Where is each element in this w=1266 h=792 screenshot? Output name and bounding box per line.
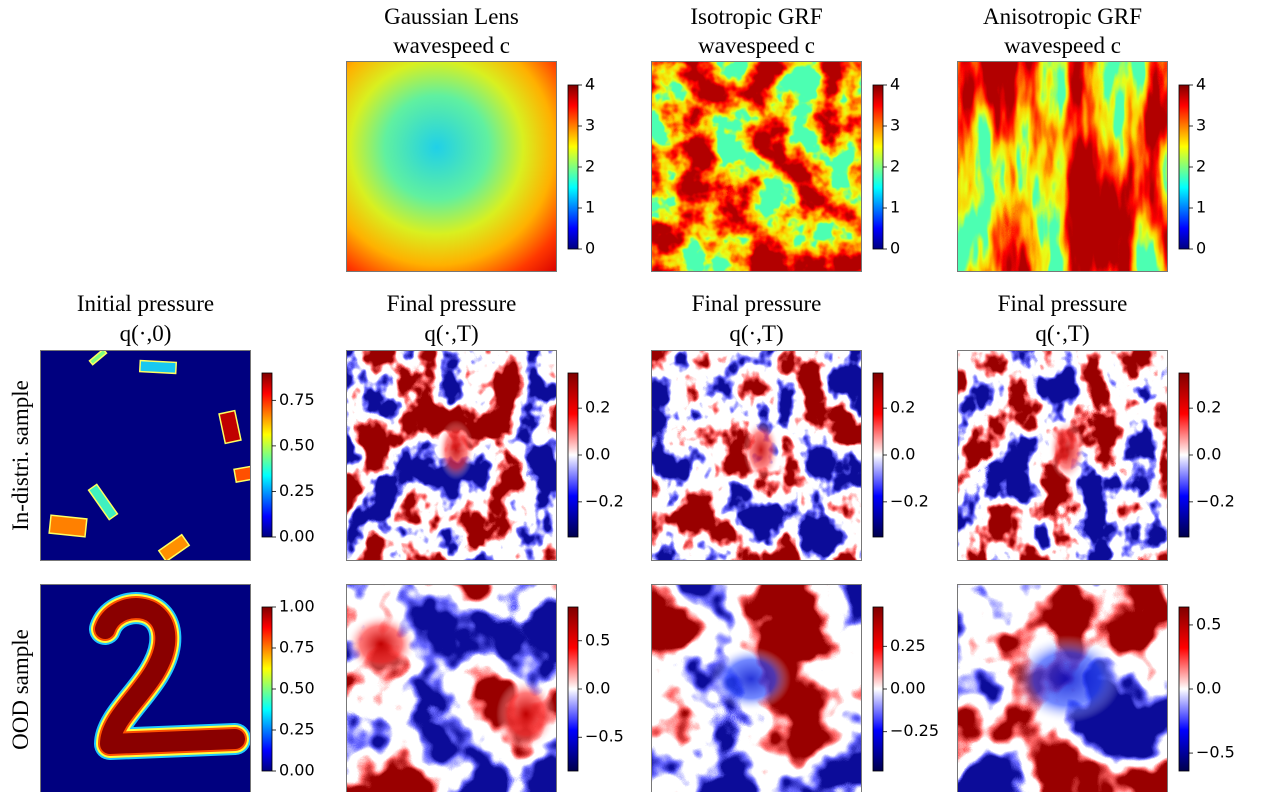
panel-title: Anisotropic GRF — [983, 4, 1142, 29]
colorbar-tick-label: −0.5 — [1196, 743, 1235, 762]
colorbar — [872, 84, 884, 250]
panel-title: Initial pressure — [77, 291, 214, 316]
colorbar-tick-label: 0.25 — [279, 720, 315, 739]
panel-title: Isotropic GRF — [690, 4, 822, 29]
field-image — [346, 61, 557, 272]
colorbar-tick-label: 2 — [585, 157, 595, 176]
colorbar — [1178, 372, 1190, 538]
panel-title: q(·,0) — [120, 321, 172, 346]
colorbar-tick-label: 0.5 — [585, 630, 610, 649]
row-label: In-distri. sample — [8, 380, 33, 531]
colorbar-tick-label: 1.00 — [279, 597, 315, 616]
panel-title: Final pressure — [692, 291, 822, 316]
panel-title: Gaussian Lens — [384, 4, 519, 29]
panel-title: q(·,T) — [424, 321, 478, 346]
field-image — [346, 584, 557, 792]
field-image — [651, 61, 862, 272]
colorbar-tick-label: 0.00 — [279, 527, 315, 546]
colorbar-tick-label: 2 — [1196, 157, 1206, 176]
colorbar-tick-label: 1 — [1196, 198, 1206, 217]
colorbar-tick-label: 0.50 — [279, 679, 315, 698]
panel-title: Final pressure — [387, 291, 517, 316]
field-image — [40, 350, 251, 561]
colorbar — [1178, 84, 1190, 250]
colorbar-tick-label: 4 — [890, 75, 900, 94]
field-image — [957, 350, 1168, 561]
colorbar-tick-label: 0.0 — [585, 445, 610, 464]
colorbar-tick-label: 0.5 — [1196, 614, 1221, 633]
colorbar — [567, 606, 579, 772]
colorbar — [261, 606, 273, 772]
row-label: OOD sample — [8, 629, 33, 750]
colorbar — [567, 372, 579, 538]
colorbar-tick-label: 3 — [585, 116, 595, 135]
panel-title: Final pressure — [998, 291, 1128, 316]
colorbar-tick-label: 0.0 — [1196, 679, 1221, 698]
colorbar-tick-label: −0.2 — [890, 491, 929, 510]
colorbar-tick-label: 0 — [1196, 239, 1206, 258]
panel-title: wavespeed c — [698, 33, 815, 58]
colorbar-tick-label: 1 — [890, 198, 900, 217]
colorbar — [872, 372, 884, 538]
colorbar-tick-label: 0.25 — [890, 636, 926, 655]
field-image — [346, 350, 557, 561]
colorbar-tick-label: −0.2 — [1196, 491, 1235, 510]
colorbar-tick-label: 0 — [585, 239, 595, 258]
field-image — [40, 584, 251, 792]
colorbar — [567, 84, 579, 250]
colorbar-tick-label: 0.50 — [279, 435, 315, 454]
field-image — [957, 584, 1168, 792]
colorbar-tick-label: 0 — [890, 239, 900, 258]
colorbar-tick-label: 4 — [1196, 75, 1206, 94]
panel-title: wavespeed c — [393, 33, 510, 58]
field-image — [651, 584, 862, 792]
colorbar-tick-label: 0.2 — [890, 398, 915, 417]
colorbar-tick-label: 3 — [890, 116, 900, 135]
colorbar-tick-label: 0.00 — [890, 679, 926, 698]
colorbar-tick-label: 3 — [1196, 116, 1206, 135]
colorbar — [261, 372, 273, 538]
panel-title: wavespeed c — [1004, 33, 1121, 58]
colorbar-tick-label: 0.2 — [585, 398, 610, 417]
colorbar-tick-label: 0.25 — [279, 481, 315, 500]
colorbar-tick-label: 0.2 — [1196, 398, 1221, 417]
colorbar-tick-label: 0.0 — [585, 679, 610, 698]
colorbar-tick-label: −0.2 — [585, 491, 624, 510]
field-image — [957, 61, 1168, 272]
colorbar-tick-label: 0.00 — [279, 761, 315, 780]
colorbar-tick-label: 2 — [890, 157, 900, 176]
colorbar — [1178, 606, 1190, 772]
colorbar-tick-label: 4 — [585, 75, 595, 94]
colorbar-tick-label: 0.75 — [279, 638, 315, 657]
panel-title: q(·,T) — [729, 321, 783, 346]
colorbar-tick-label: 0.0 — [890, 445, 915, 464]
colorbar-tick-label: 1 — [585, 198, 595, 217]
field-image — [651, 350, 862, 561]
colorbar-tick-label: 0.0 — [1196, 445, 1221, 464]
colorbar-tick-label: −0.25 — [890, 721, 939, 740]
colorbar-tick-label: −0.5 — [585, 727, 624, 746]
colorbar — [872, 606, 884, 772]
panel-title: q(·,T) — [1035, 321, 1089, 346]
colorbar-tick-label: 0.75 — [279, 390, 315, 409]
